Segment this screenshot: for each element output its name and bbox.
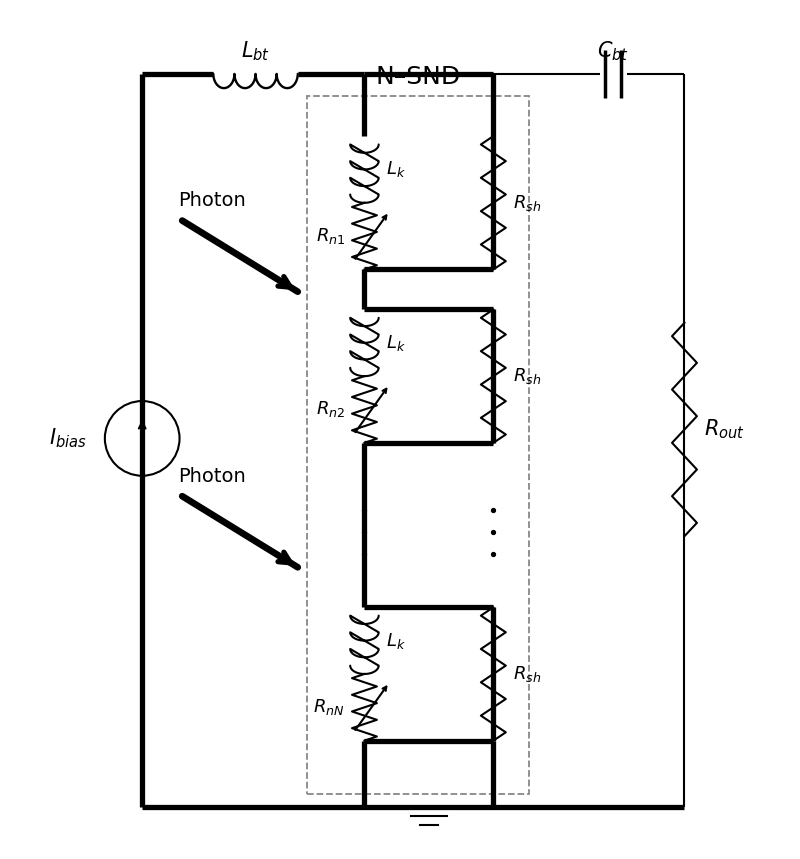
Text: $L_k$: $L_k$: [386, 160, 406, 180]
Text: Photon: Photon: [178, 191, 246, 210]
Text: Photon: Photon: [178, 466, 246, 485]
Text: $L_k$: $L_k$: [386, 631, 406, 650]
Text: $R_{sh}$: $R_{sh}$: [513, 192, 541, 213]
Text: $L_{bt}$: $L_{bt}$: [241, 40, 270, 64]
Text: $R_{n1}$: $R_{n1}$: [315, 226, 345, 247]
Text: $L_k$: $L_k$: [386, 332, 406, 353]
Text: $R_{sh}$: $R_{sh}$: [513, 664, 541, 684]
Text: $R_{n2}$: $R_{n2}$: [316, 399, 345, 419]
Text: $I_{bias}$: $I_{bias}$: [50, 427, 87, 450]
Text: $R_{nN}$: $R_{nN}$: [314, 698, 345, 717]
Text: $R_{out}$: $R_{out}$: [704, 417, 745, 442]
Text: $R_{sh}$: $R_{sh}$: [513, 366, 541, 387]
Text: $C_{bt}$: $C_{bt}$: [598, 40, 630, 64]
Text: N–SND: N–SND: [375, 65, 461, 89]
